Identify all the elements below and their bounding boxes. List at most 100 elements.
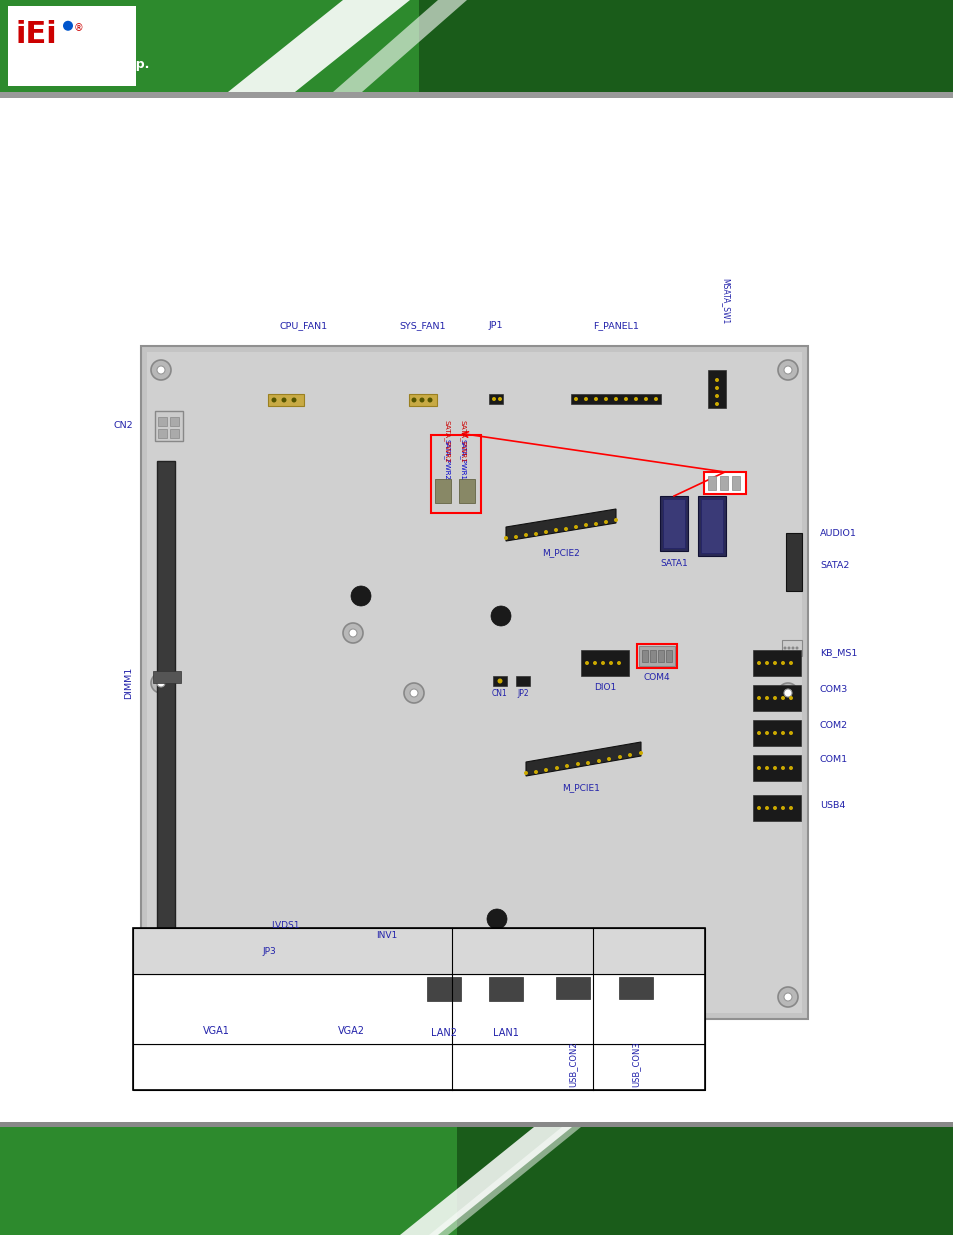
Circle shape: [157, 993, 165, 1002]
Bar: [181, 977, 251, 1009]
Bar: [658, 650, 663, 662]
Circle shape: [714, 403, 719, 406]
Bar: [427, 977, 460, 1002]
Bar: [662, 499, 684, 548]
Text: INV1: INV1: [376, 930, 397, 940]
Bar: [545, 963, 599, 1013]
Circle shape: [405, 948, 409, 953]
Text: F_PANEL1: F_PANEL1: [593, 321, 639, 331]
Circle shape: [594, 522, 598, 526]
Text: JP2: JP2: [517, 689, 528, 699]
Text: ® Technology Corp.: ® Technology Corp.: [12, 58, 150, 70]
Bar: [0, 1123, 953, 1128]
Circle shape: [254, 937, 258, 941]
Circle shape: [303, 937, 307, 941]
Bar: [132, 1044, 704, 1091]
Circle shape: [294, 945, 298, 948]
Bar: [707, 475, 716, 490]
Circle shape: [349, 629, 356, 637]
Circle shape: [764, 697, 768, 700]
Circle shape: [782, 646, 785, 650]
Circle shape: [788, 697, 792, 700]
Bar: [158, 417, 167, 426]
Bar: [752, 650, 801, 676]
Circle shape: [63, 21, 73, 31]
Circle shape: [778, 359, 797, 380]
Circle shape: [278, 945, 283, 948]
Circle shape: [788, 731, 792, 735]
Bar: [665, 650, 671, 662]
Text: MSATA_SW1: MSATA_SW1: [720, 278, 730, 324]
Bar: [416, 965, 471, 1013]
Circle shape: [343, 622, 363, 643]
Bar: [700, 499, 722, 553]
Bar: [147, 352, 801, 1013]
Circle shape: [772, 731, 776, 735]
Circle shape: [781, 806, 784, 810]
Circle shape: [614, 396, 618, 401]
Bar: [489, 394, 502, 404]
Bar: [752, 685, 801, 711]
Circle shape: [380, 948, 385, 953]
Circle shape: [287, 945, 291, 948]
Text: M_PCIE2: M_PCIE2: [541, 548, 579, 557]
Bar: [614, 968, 658, 1008]
Text: ®: ®: [74, 23, 84, 33]
Circle shape: [757, 697, 760, 700]
Text: USB4: USB4: [820, 802, 844, 810]
Text: LVDS1: LVDS1: [271, 920, 299, 930]
Text: CPU_FAN1: CPU_FAN1: [279, 321, 328, 331]
Bar: [132, 927, 704, 974]
Bar: [458, 479, 475, 503]
Circle shape: [534, 769, 537, 774]
Circle shape: [783, 689, 791, 697]
Circle shape: [411, 398, 416, 403]
Circle shape: [303, 945, 307, 948]
Circle shape: [714, 394, 719, 398]
Circle shape: [788, 766, 792, 769]
Circle shape: [396, 948, 400, 953]
Bar: [152, 671, 181, 683]
Bar: [580, 650, 628, 676]
Text: JP3: JP3: [262, 946, 275, 956]
Polygon shape: [525, 742, 640, 776]
Bar: [551, 968, 595, 1008]
Text: SATA_PWR1: SATA_PWR1: [459, 438, 466, 480]
Text: SATA2: SATA2: [820, 562, 848, 571]
Circle shape: [639, 751, 642, 755]
Bar: [752, 755, 801, 781]
Circle shape: [555, 766, 558, 769]
Bar: [251, 935, 318, 951]
Circle shape: [643, 396, 647, 401]
Bar: [258, 960, 278, 969]
Bar: [0, 91, 953, 98]
Bar: [158, 429, 167, 438]
Circle shape: [151, 673, 171, 693]
Circle shape: [497, 396, 501, 401]
Circle shape: [757, 806, 760, 810]
Bar: [315, 977, 386, 1009]
Bar: [556, 977, 589, 999]
Bar: [637, 643, 677, 668]
Circle shape: [714, 378, 719, 382]
Circle shape: [497, 678, 502, 683]
Circle shape: [772, 697, 776, 700]
Circle shape: [781, 731, 784, 735]
Text: COM2: COM2: [820, 720, 847, 730]
Circle shape: [271, 945, 274, 948]
Circle shape: [600, 661, 604, 664]
Circle shape: [254, 945, 258, 948]
Text: SATA_PWR1: SATA_PWR1: [459, 420, 466, 462]
Circle shape: [786, 646, 790, 650]
Text: iEi: iEi: [16, 21, 58, 49]
Circle shape: [603, 396, 607, 401]
Circle shape: [795, 646, 798, 650]
Circle shape: [788, 806, 792, 810]
Bar: [703, 472, 745, 494]
Circle shape: [781, 697, 784, 700]
Polygon shape: [333, 0, 467, 91]
Text: VGA2: VGA2: [337, 1026, 364, 1036]
Bar: [478, 965, 533, 1013]
Circle shape: [634, 396, 638, 401]
Polygon shape: [429, 1128, 580, 1235]
